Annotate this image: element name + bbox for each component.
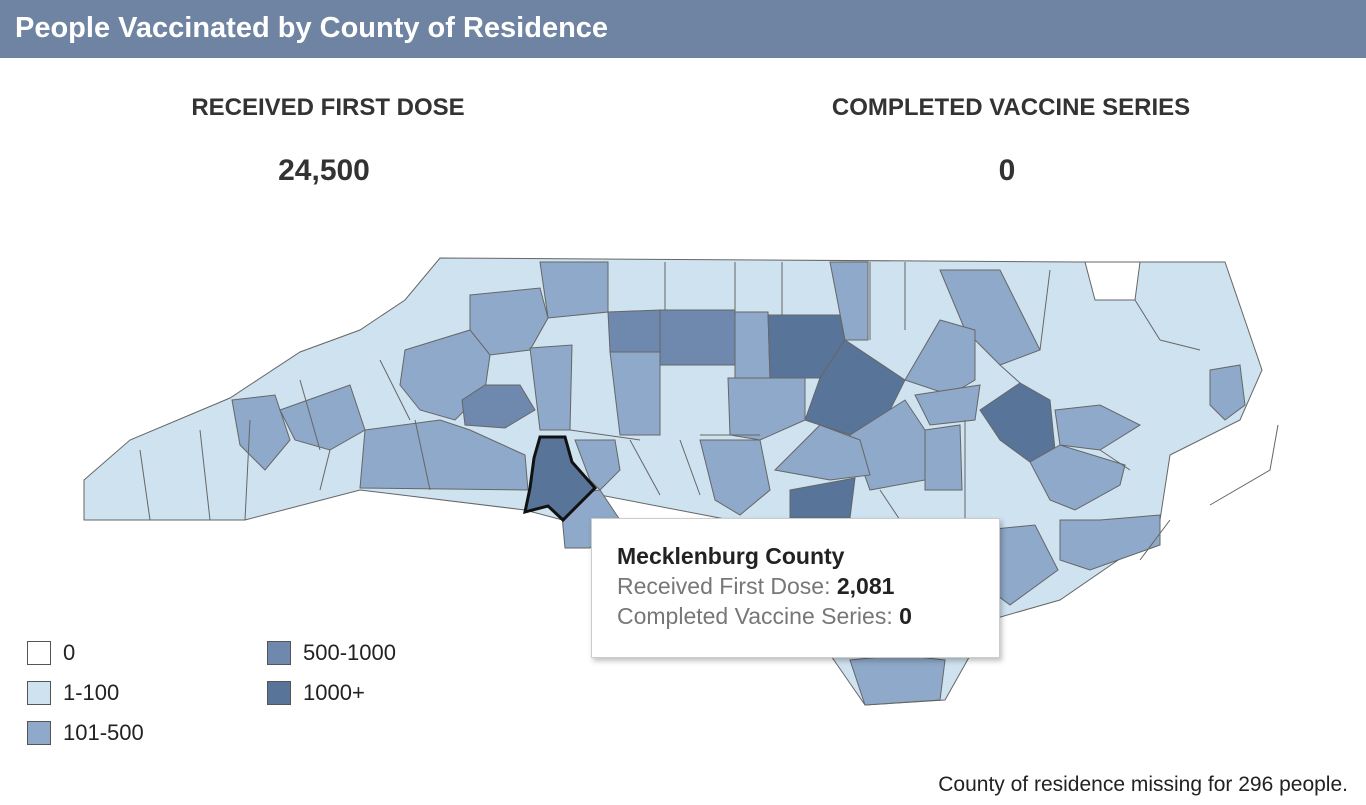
footnote: County of residence missing for 296 peop… bbox=[938, 773, 1348, 796]
legend-swatch bbox=[27, 641, 51, 665]
legend-swatch bbox=[267, 641, 291, 665]
county bbox=[1054, 404, 1142, 451]
legend-label: 1-100 bbox=[63, 680, 120, 705]
county bbox=[1059, 514, 1161, 571]
county bbox=[279, 384, 366, 451]
county bbox=[1084, 261, 1141, 301]
legend-swatch bbox=[267, 681, 291, 705]
county bbox=[939, 269, 1041, 366]
tooltip-value: 0 bbox=[899, 603, 912, 629]
tooltip-value: 2,081 bbox=[836, 573, 895, 599]
stat-label: COMPLETED VACCINE SERIES bbox=[831, 94, 1191, 121]
outer-banks bbox=[1139, 424, 1279, 561]
county bbox=[727, 377, 806, 441]
tooltip: Mecklenburg County Received First Dose: … bbox=[591, 518, 1000, 658]
county bbox=[607, 309, 661, 353]
header-title: People Vaccinated by County of Residence bbox=[0, 0, 1366, 58]
legend-item: 0 bbox=[27, 640, 75, 666]
legend-swatch bbox=[27, 681, 51, 705]
county-lines bbox=[139, 262, 1201, 521]
county bbox=[849, 654, 946, 706]
legend-label: 0 bbox=[63, 640, 76, 665]
county bbox=[659, 309, 736, 366]
county bbox=[924, 424, 963, 491]
tooltip-row: Received First Dose: 2,081 bbox=[617, 571, 987, 601]
county bbox=[914, 384, 981, 426]
legend-label: 1000+ bbox=[303, 680, 365, 705]
tooltip-label: Received First Dose: bbox=[617, 573, 831, 599]
legend-item: 1-100 bbox=[27, 680, 119, 706]
tooltip-title: Mecklenburg County bbox=[617, 543, 845, 569]
county bbox=[1029, 444, 1126, 511]
stat-value: 24,500 bbox=[278, 154, 370, 187]
legend-item: 500-1000 bbox=[267, 640, 396, 666]
county bbox=[699, 439, 771, 516]
county bbox=[461, 384, 536, 429]
legend-label: 500-1000 bbox=[303, 640, 396, 665]
legend-swatch bbox=[27, 721, 51, 745]
mecklenburg-county bbox=[523, 435, 598, 523]
county bbox=[734, 311, 771, 379]
legend-item: 1000+ bbox=[267, 680, 365, 706]
county bbox=[1209, 364, 1246, 421]
county bbox=[773, 424, 871, 481]
county bbox=[359, 419, 529, 491]
stat-label: RECEIVED FIRST DOSE bbox=[191, 94, 465, 121]
tooltip-label: Completed Vaccine Series: bbox=[617, 603, 893, 629]
county bbox=[539, 261, 609, 319]
legend-item: 101-500 bbox=[27, 720, 144, 746]
county bbox=[574, 439, 621, 491]
tooltip-row: Completed Vaccine Series: 0 bbox=[617, 601, 987, 631]
county bbox=[829, 261, 869, 341]
county bbox=[231, 394, 291, 471]
stat-value: 0 bbox=[998, 154, 1016, 187]
legend-label: 101-500 bbox=[63, 720, 144, 745]
